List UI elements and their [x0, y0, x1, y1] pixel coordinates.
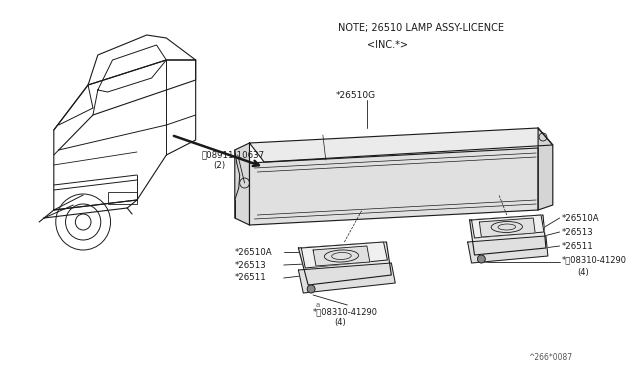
Circle shape	[307, 285, 315, 293]
Text: ⓝ08911-10637: ⓝ08911-10637	[202, 151, 265, 160]
Polygon shape	[313, 246, 370, 266]
Text: (4): (4)	[577, 267, 589, 276]
Text: (2): (2)	[213, 160, 225, 170]
Polygon shape	[468, 236, 548, 263]
Text: <INC.*>: <INC.*>	[367, 40, 408, 50]
Text: *26510G: *26510G	[335, 90, 376, 99]
Polygon shape	[479, 218, 535, 237]
Text: (4): (4)	[335, 317, 346, 327]
Text: *26513: *26513	[235, 260, 266, 269]
Text: *26510A: *26510A	[561, 214, 599, 222]
Text: *Ⓝ08310-41290: *Ⓝ08310-41290	[561, 256, 627, 264]
Polygon shape	[250, 148, 538, 225]
Text: a: a	[316, 302, 320, 308]
Polygon shape	[298, 263, 396, 293]
Polygon shape	[538, 128, 553, 210]
Polygon shape	[470, 215, 546, 255]
Text: *26511: *26511	[561, 241, 593, 250]
Polygon shape	[235, 143, 250, 225]
Text: NOTE; 26510 LAMP ASSY-LICENCE: NOTE; 26510 LAMP ASSY-LICENCE	[337, 23, 504, 33]
Bar	[108, 192, 137, 204]
Polygon shape	[301, 242, 387, 268]
Text: *26511: *26511	[235, 273, 266, 282]
Text: ^266*0087: ^266*0087	[528, 353, 572, 362]
Text: *26510A: *26510A	[235, 247, 273, 257]
Polygon shape	[472, 215, 544, 238]
Text: *Ⓝ08310-41290: *Ⓝ08310-41290	[313, 308, 378, 317]
Polygon shape	[298, 242, 391, 285]
Text: *26513: *26513	[561, 228, 593, 237]
Polygon shape	[250, 128, 553, 162]
Circle shape	[477, 255, 485, 263]
